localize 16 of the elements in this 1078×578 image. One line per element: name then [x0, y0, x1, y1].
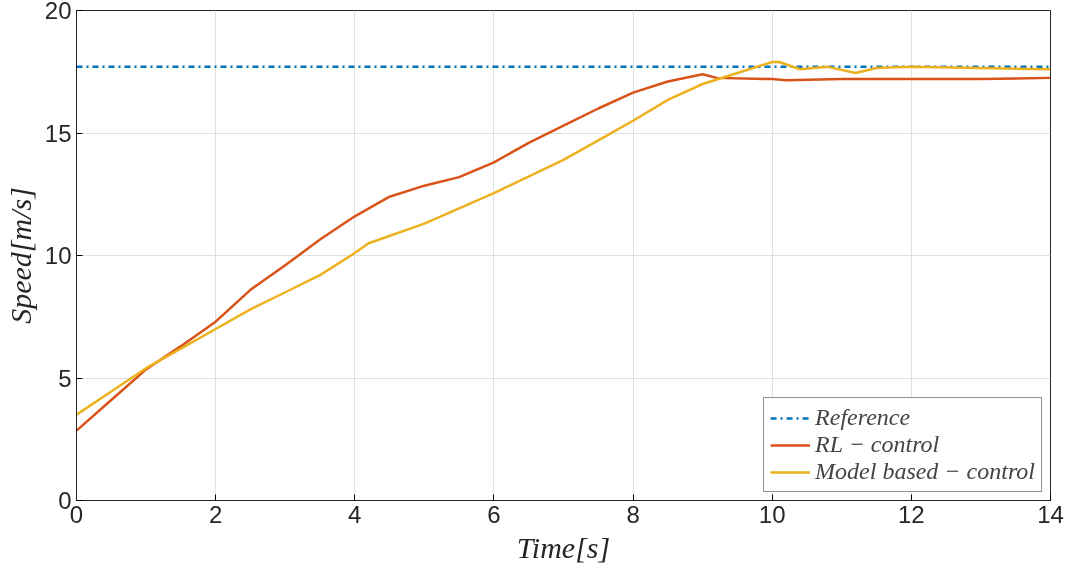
x-tick-label: 2	[208, 500, 223, 528]
y-tick-label: 15	[44, 119, 72, 147]
x-tick-label: 8	[626, 500, 640, 528]
legend-label: Model based − control	[815, 458, 1035, 485]
y-tick-label: 20	[44, 0, 72, 24]
x-tick-label: 4	[348, 500, 362, 528]
x-tick-label: 6	[487, 500, 501, 528]
x-axis-title: Time[s]	[516, 530, 611, 564]
x-tick-label: 14	[1037, 500, 1064, 528]
legend-label: RL − control	[815, 431, 940, 458]
y-tick-label: 10	[44, 242, 72, 269]
y-axis-title: Speed[m/s]	[3, 187, 37, 324]
x-tick-label: 10	[758, 500, 786, 528]
x-tick-label: 12	[898, 500, 925, 528]
y-tick-label: 5	[58, 364, 72, 392]
legend-label: Reference	[815, 404, 911, 431]
